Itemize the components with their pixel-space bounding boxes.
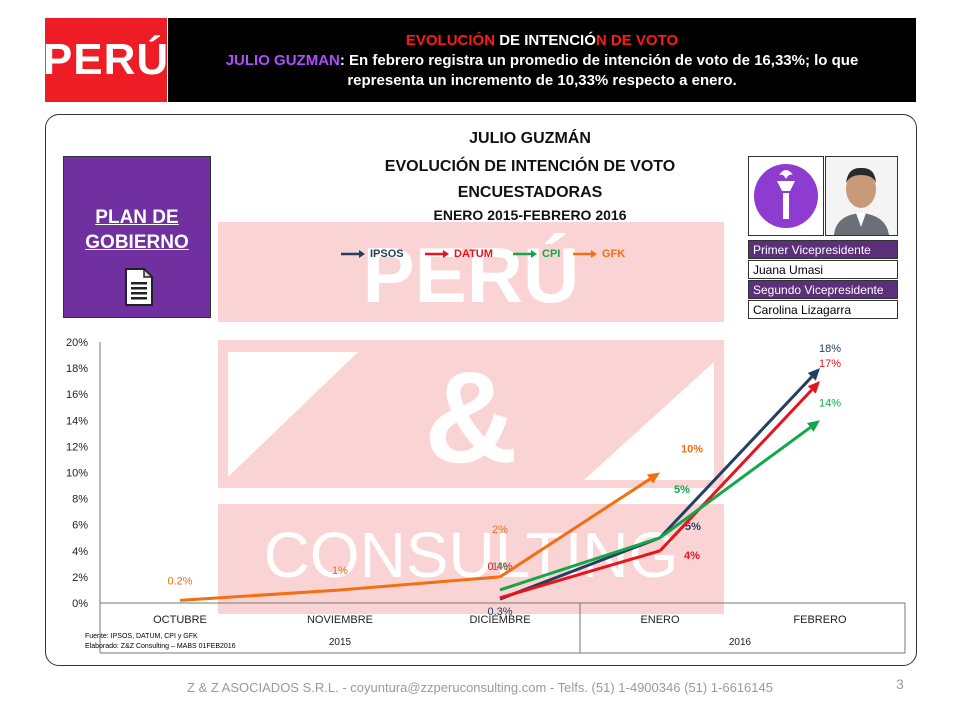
data-label-cpi: 5% [674,484,690,496]
legend-label: IPSOS [370,248,404,260]
elaborated-line: Elaborado: Z&Z Consulting – MABS 01FEB20… [85,643,236,650]
header-candidate-name: JULIO GUZMAN [225,52,340,69]
header-line1-part: N [484,32,500,49]
y-tick-label: 14% [66,415,88,427]
legend-arrow-icon [573,250,597,258]
country-badge: PERÚ [42,18,170,102]
second-vp-label: Segundo Vicepresidente [748,280,898,299]
content-panel [45,114,917,666]
legend-item-cpi: CPI [512,248,560,260]
data-label-gfk: 1% [332,565,348,577]
data-label-gfk: 0.2% [167,575,192,587]
watermark-ampersand: & [424,344,518,490]
source-line: Fuente: IPSOS, DATUM, CPI y GFK [85,633,198,640]
torch-logo-icon [754,164,818,228]
legend-arrow-icon [341,250,365,258]
legend-arrow-icon [513,250,537,258]
header-line-2: JULIO GUZMAN: En febrero registra un pro… [168,51,916,71]
plan-de-gobierno-button[interactable]: PLAN DE GOBIERNO [63,156,211,318]
y-tick-label: 12% [66,441,88,453]
candidate-title: JULIO GUZMÁN [469,130,591,147]
series-line-cpi [659,426,812,539]
data-label-datum: 4% [684,550,700,562]
x-tick-label: NOVIEMBRE [307,614,373,626]
chart-titles: JULIO GUZMÁN EVOLUCIÓN DE INTENCIÓN DE V… [330,128,730,224]
plan-label-line2[interactable]: GOBIERNO [85,232,189,253]
series-arrowhead-datum [807,381,820,394]
page-number: 3 [896,676,904,692]
source-note: Fuente: IPSOS, DATUM, CPI y GFK Elaborad… [85,632,236,652]
y-tick-label: 6% [72,520,88,532]
data-label-ipsos: 5% [685,521,701,533]
x-tick-label: FEBRERO [793,614,847,626]
watermark-peru: PERÚ [363,231,580,319]
watermark: PERÚ & CONSULTING [218,222,724,614]
period-title: ENERO 2015-FEBRERO 2016 [433,207,627,223]
header-line1-part: N DE VOTO [595,32,679,49]
second-vp-name: Carolina Lizagarra [748,300,898,319]
chart-subtitle: EVOLUCIÓN DE INTENCIÓN DE VOTO [384,158,676,175]
legend-item-ipsos: IPSOS [340,248,404,260]
y-tick-label: 16% [66,389,88,401]
x-tick-label: ENERO [640,614,680,626]
portrait-icon [826,157,897,235]
series-arrowhead-gfk [646,472,660,484]
data-label-cpi: 1% [492,561,508,573]
header-banner: EVOLUCIÓN DE INTENCIÓN DE VOTO JULIO GUZ… [168,18,916,102]
year-group-label: 2015 [329,637,352,648]
y-tick-label: 18% [66,363,88,375]
y-tick-label: 0% [72,598,88,610]
series-line-datum [499,549,661,600]
party-logo [748,156,824,236]
series-arrowhead-cpi [807,420,820,432]
data-label-datum: 0.4% [487,561,512,573]
series-line-gfk [179,588,341,602]
data-label-cpi: 14% [819,397,841,409]
series-line-gfk [339,575,501,592]
x-tick-label: OCTUBRE [153,614,207,626]
legend-arrow-icon [425,250,449,258]
header-line-3: representa un incremento de 10,33% respe… [347,72,737,89]
series-line-ipsos [658,375,813,539]
legend-item-gfk: GFK [572,248,625,260]
line-chart: 0% 2% 4% 6% 8% 10% 12% 14% 16% 18% 20% OCTUBRE NOVIE… [66,337,906,654]
document-icon[interactable] [124,267,154,307]
legend-item-datum: DATUM [424,248,493,260]
legend-label: DATUM [454,248,493,260]
header-line1-part: DE INTENCIÓ [499,32,596,49]
data-label-ipsos: 18% [819,343,841,355]
footer-contact: Z & Z ASOCIADOS S.R.L. - coyuntura@zzper… [187,680,773,695]
country-label: PERÚ [42,35,170,84]
series-line-cpi [499,536,661,592]
data-label-gfk: 2% [492,524,508,536]
series-line-gfk [499,477,651,579]
data-label-gfk: 10% [681,444,703,456]
legend-label: CPI [542,248,561,260]
data-label-ipsos: 0.3% [487,606,512,618]
series-line-datum [658,388,813,552]
y-tick-label: 2% [72,572,88,584]
year-group-label: 2016 [729,637,752,648]
y-tick-label: 10% [66,468,88,480]
data-label-datum: 17% [819,358,841,370]
pollsters-title: ENCUESTADORAS [457,184,603,201]
x-tick-label: DICIEMBRE [469,614,530,626]
first-vp-label: Primer Vicepresidente [748,240,898,259]
first-vp-name: Juana Umasi [748,260,898,279]
y-tick-label: 4% [72,546,88,558]
candidate-photo [825,156,898,236]
plan-label-line1[interactable]: PLAN DE [95,207,179,228]
y-tick-label: 20% [66,337,88,349]
series-arrowhead-ipsos [807,368,820,381]
header-line-1: EVOLUCIÓN DE INTENCIÓN DE VOTO [168,31,916,51]
y-tick-label: 8% [72,494,88,506]
legend-label: GFK [602,248,626,260]
header-line1-part: EVOLUCIÓ [405,32,485,49]
plan-label[interactable]: PLAN DE GOBIERNO [64,205,210,255]
header-summary: : En febrero registra un promedio de int… [339,52,859,69]
